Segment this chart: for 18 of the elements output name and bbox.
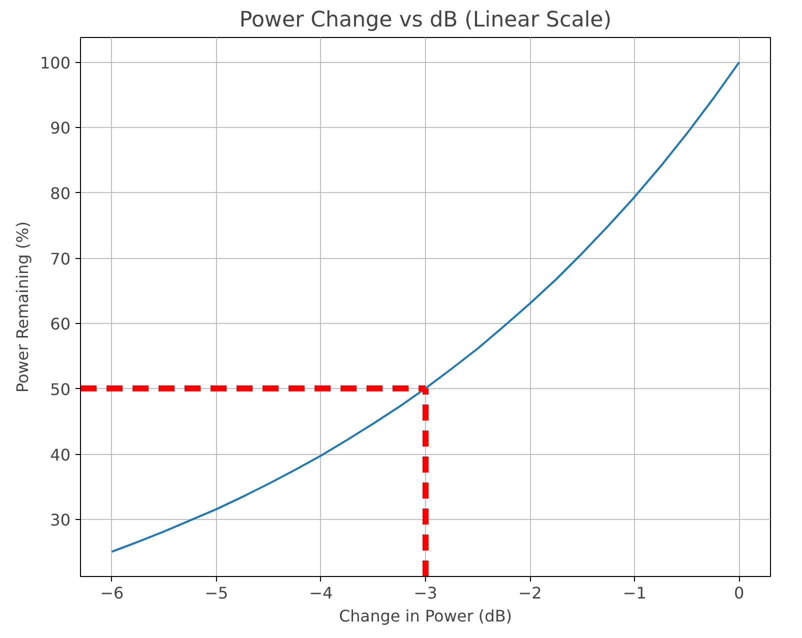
y-tick-label: 80 bbox=[50, 184, 70, 203]
y-tick-label: 30 bbox=[50, 510, 70, 530]
y-tick-label: 100 bbox=[40, 53, 71, 72]
x-tick-label: −3 bbox=[414, 584, 438, 602]
chart-title: Power Change vs dB (Linear Scale) bbox=[239, 8, 612, 32]
x-tick-label: −6 bbox=[100, 584, 124, 602]
y-tick-label: 60 bbox=[50, 314, 70, 334]
y-tick-label: 50 bbox=[50, 380, 70, 399]
x-tick-label: −1 bbox=[622, 584, 646, 602]
y-tick-label: 90 bbox=[50, 118, 70, 138]
x-tick-label: −5 bbox=[204, 584, 228, 602]
x-tick-label: 0 bbox=[734, 584, 744, 602]
x-tick-label: −2 bbox=[518, 584, 542, 602]
y-tick-label: 70 bbox=[50, 249, 70, 268]
y-axis-title: Power Remaining (%) bbox=[12, 221, 32, 393]
y-tick-label: 40 bbox=[50, 445, 70, 464]
x-axis-title: Change in Power (dB) bbox=[338, 606, 512, 626]
x-tick-label: −4 bbox=[309, 584, 333, 602]
